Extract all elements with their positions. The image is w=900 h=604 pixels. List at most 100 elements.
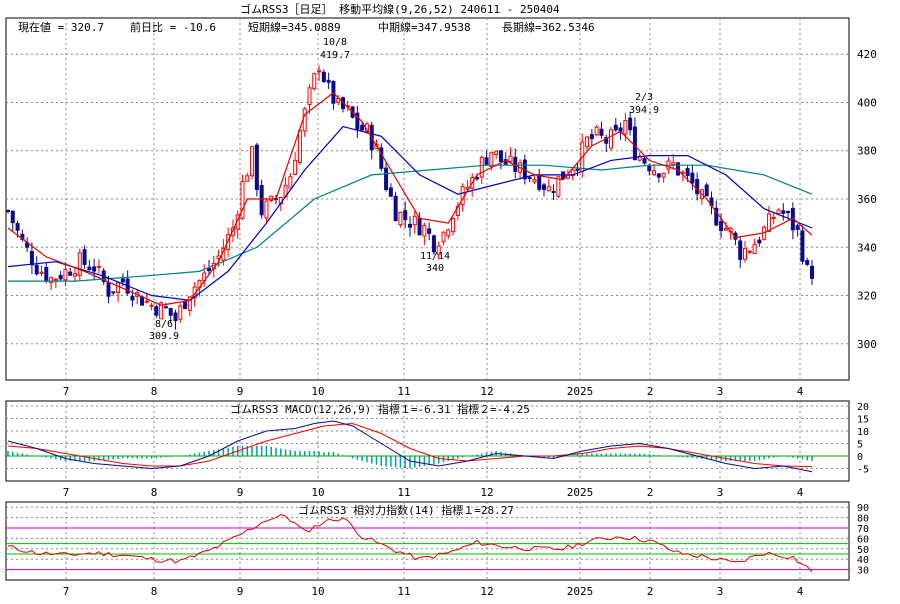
candle-up [637,155,642,161]
candle-down [542,184,546,191]
candle-down [379,147,384,169]
candle-down [403,210,408,221]
candle-up [73,273,77,277]
candle-down [120,278,125,283]
candle-down [719,221,724,231]
candle-up [747,250,752,253]
candle-up [307,87,312,106]
month-label: 10 [311,385,324,398]
candle-up [776,209,781,214]
month-label: 7 [63,385,70,398]
month-label: 11 [397,486,410,499]
y-tick-label: 0 [857,452,863,463]
month-label: 8 [151,585,158,598]
candle-down [360,124,365,131]
candle-up [144,300,149,303]
candle-down [68,271,73,276]
annotation-value: 309.9 [149,331,179,342]
candle-down [259,184,264,216]
annotation-date: 10/8 [323,37,347,48]
candle-up [752,243,757,254]
y-tick-label: 80 [857,514,869,525]
candle-down [6,209,10,212]
macd-title: ゴムRSS3 MACD(12,26,9) 指標１=-6.31 指標２=-4.25 [230,402,530,416]
candle-up [116,282,121,294]
y-tick-label: 40 [857,555,869,566]
candle-up [312,73,317,90]
month-label: 8 [151,385,158,398]
month-label: 3 [717,585,724,598]
annotation-value: 419.7 [320,50,350,61]
candle-down [738,240,743,260]
month-label: 11 [397,385,410,398]
month-label: 7 [63,585,70,598]
candle-down [575,168,580,171]
candle-up [652,170,657,176]
candle-down [527,177,532,180]
candle-up [546,186,551,192]
y-tick-label: 60 [857,534,869,545]
candle-down [628,117,633,131]
candle-down [795,225,800,230]
candle-down [326,79,331,83]
candle-up [609,129,613,149]
candle-down [695,178,700,195]
y-tick-label: 340 [857,241,877,254]
candle-up [532,179,537,183]
candle-down [140,296,144,306]
candle-down [431,235,436,253]
candle-up [594,126,599,136]
candle-down [685,168,690,177]
y-tick-label: 5 [857,440,863,451]
month-label: 7 [63,486,70,499]
info-mid-ma: 中期線=347.9538 [378,20,471,34]
candle-up [293,159,298,175]
month-label: 2 [647,486,654,499]
candle-up [317,70,322,73]
candle-down [642,158,647,164]
month-label: 2025 [567,585,594,598]
rsi-line [7,514,813,573]
candle-up [53,278,58,281]
month-label: 12 [480,486,493,499]
candle-up [398,211,403,226]
mark-layer [6,65,849,573]
candle-up [288,176,293,189]
ma-short-line [7,92,813,306]
y-tick-label: 300 [857,338,877,351]
candle-down [92,266,97,272]
candle-down [690,172,695,184]
info-current: 現在値 = 320.7 [18,21,104,34]
ma-long-line [8,164,813,282]
month-label: 9 [237,486,244,499]
candle-up [49,277,54,284]
month-label: 11 [397,585,410,598]
rsi-title: ゴムRSS3 相対力指数(14) 指標１=28.27 [298,503,514,517]
candle-up [479,156,484,178]
y-tick-label: 400 [857,96,877,109]
y-tick-label: 320 [857,290,877,303]
candle-down [714,207,719,226]
annotation-value: 394.9 [629,105,659,116]
candle-up [723,228,728,231]
macd-line [7,420,813,473]
candle-down [207,268,211,272]
candle-down [393,195,398,222]
info-change: 前日比 = -10.6 [130,20,216,34]
month-label: 2 [647,585,654,598]
candle-down [417,217,422,236]
candle-down [503,159,508,165]
candle-up [743,248,747,260]
annotation-date: 2/3 [635,92,653,103]
candle-down [537,174,542,190]
candle-down [254,144,259,190]
y-tick-label: 30 [857,566,869,577]
candle-down [111,291,116,294]
candle-down [656,173,661,178]
y-tick-label: 50 [857,545,869,556]
month-label: 3 [717,486,724,499]
candle-up [508,155,513,162]
candle-up [451,218,456,233]
